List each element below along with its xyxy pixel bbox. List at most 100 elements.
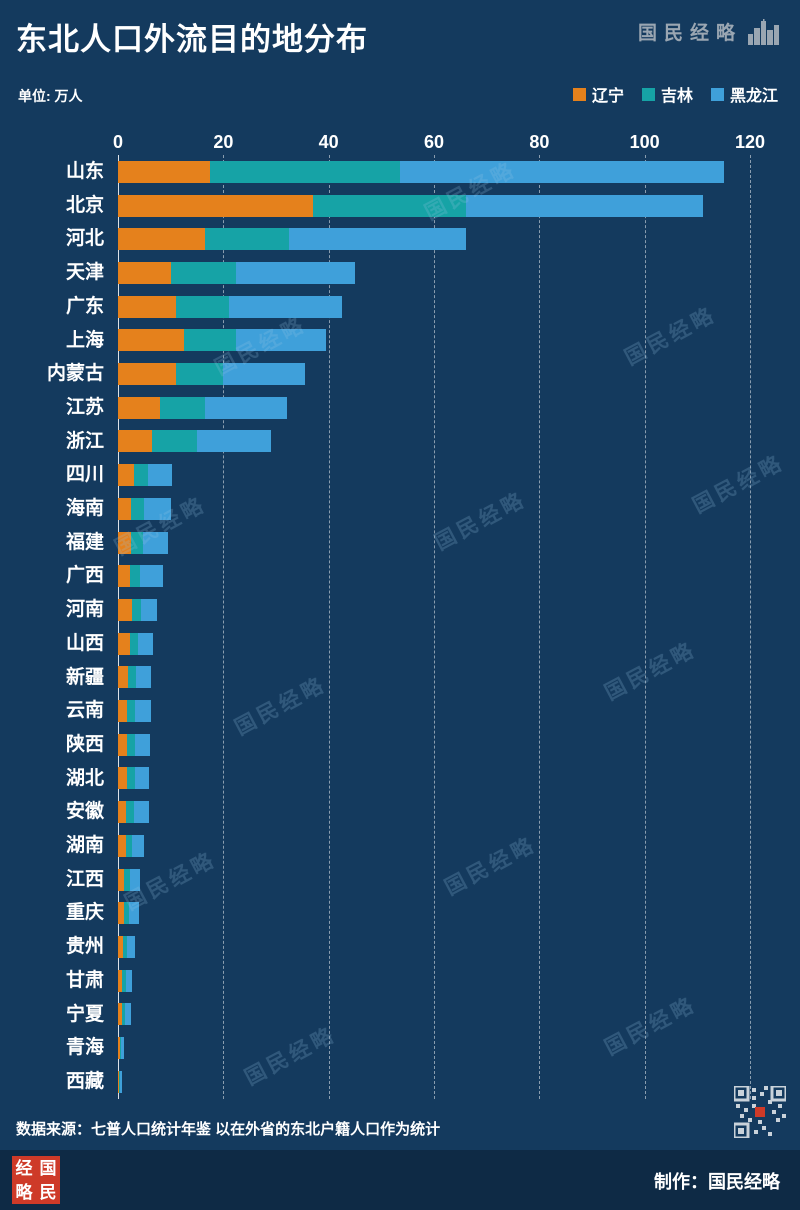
bar-segment-黑龙江 xyxy=(148,464,172,487)
category-label: 河北 xyxy=(65,228,104,250)
category-label: 广西 xyxy=(65,565,104,587)
category-label: 安徽 xyxy=(65,801,104,823)
bar-segment-辽宁 xyxy=(118,935,124,958)
bar-segment-辽宁 xyxy=(118,194,313,217)
stacked-bar xyxy=(118,329,327,352)
bar-segment-黑龙江 xyxy=(132,834,145,857)
legend: 辽宁 吉林 黑龙江 xyxy=(572,82,778,106)
category-label: 江苏 xyxy=(65,396,104,418)
category-label: 湖南 xyxy=(65,835,104,856)
category-label: 天津 xyxy=(65,262,104,284)
bar-row: 河南 xyxy=(0,593,800,627)
stacked-bar xyxy=(118,1070,122,1093)
stacked-bar xyxy=(118,902,139,925)
bar-chart: 0 20 40 60 80 100 120 山东 北京 河北 天津 广东 上海 内蒙古 江苏 浙江 四川 海南 福建… xyxy=(0,132,800,1099)
category-label: 甘肃 xyxy=(65,969,104,991)
bar-segment-吉林 xyxy=(125,834,133,857)
bar-segment-吉林 xyxy=(131,531,143,554)
category-label: 江西 xyxy=(65,868,104,890)
category-label: 贵州 xyxy=(65,936,104,958)
stacked-bar xyxy=(118,261,355,284)
legend-item-辽宁: 辽宁 xyxy=(572,82,624,106)
bar-segment-吉林 xyxy=(128,666,136,689)
category-label: 湖北 xyxy=(65,767,104,789)
bar-segment-辽宁 xyxy=(118,700,128,723)
bar-row: 广东 xyxy=(0,290,800,324)
stacked-bar xyxy=(118,834,145,857)
seal-character: 国 xyxy=(39,1158,57,1178)
page-title: 东北人口外流目的地分布 xyxy=(16,22,368,57)
stacked-bar xyxy=(118,396,287,419)
x-tick-label: 20 xyxy=(213,132,234,152)
bar-row: 山西 xyxy=(0,627,800,661)
bar-segment-辽宁 xyxy=(118,767,128,790)
bar-segment-黑龙江 xyxy=(142,531,168,554)
bar-segment-吉林 xyxy=(119,1037,122,1060)
x-tick-label: 120 xyxy=(734,132,766,152)
bar-segment-吉林 xyxy=(183,329,237,352)
legend-swatch xyxy=(710,87,724,101)
x-tick-label: 60 xyxy=(423,132,445,152)
bar-segment-辽宁 xyxy=(118,295,176,318)
bar-segment-辽宁 xyxy=(118,363,176,386)
gridline xyxy=(328,155,330,1099)
unit-label: 单位: 万人 xyxy=(18,88,83,104)
gridline xyxy=(750,155,751,1099)
bar-row: 云南 xyxy=(0,694,800,728)
bar-row: 安徽 xyxy=(0,795,800,829)
x-tick-label: 0 xyxy=(112,132,124,152)
bar-segment-黑龙江 xyxy=(129,902,139,925)
legend-swatch xyxy=(641,87,655,101)
bar-segment-黑龙江 xyxy=(124,1003,131,1026)
bar-segment-辽宁 xyxy=(118,1070,120,1093)
category-label: 重庆 xyxy=(65,902,104,924)
x-tick-label: 100 xyxy=(629,132,660,152)
bar-segment-吉林 xyxy=(121,1003,125,1026)
bar-segment-黑龙江 xyxy=(223,363,305,386)
bar-row: 宁夏 xyxy=(0,998,800,1032)
stacked-bar xyxy=(118,160,724,183)
stacked-bar xyxy=(118,1037,125,1060)
bar-segment-黑龙江 xyxy=(125,969,133,992)
bar-segment-黑龙江 xyxy=(465,194,703,217)
bar-segment-吉林 xyxy=(312,194,466,217)
category-label: 宁夏 xyxy=(65,1003,104,1025)
bar-segment-吉林 xyxy=(170,261,237,284)
bar-row: 上海 xyxy=(0,324,800,358)
bar-segment-辽宁 xyxy=(118,464,134,487)
bar-segment-吉林 xyxy=(175,363,224,386)
bar-segment-辽宁 xyxy=(118,497,132,520)
bar-segment-吉林 xyxy=(129,565,141,588)
bar-row: 新疆 xyxy=(0,661,800,695)
stacked-bar xyxy=(118,497,171,520)
brand-logo: 国民经略 xyxy=(638,18,782,45)
seal-character: 略 xyxy=(15,1182,33,1202)
category-label: 新疆 xyxy=(65,666,104,688)
bar-segment-黑龙江 xyxy=(228,295,342,318)
category-label: 青海 xyxy=(65,1037,104,1059)
stacked-bar xyxy=(118,430,271,453)
bar-segment-黑龙江 xyxy=(133,801,149,824)
bar-row: 河北 xyxy=(0,222,800,256)
bar-segment-吉林 xyxy=(124,902,130,925)
stacked-bar xyxy=(118,935,135,958)
stacked-bar xyxy=(118,767,150,790)
bar-segment-辽宁 xyxy=(118,969,123,992)
bar-segment-黑龙江 xyxy=(138,632,154,655)
x-tick-label: 40 xyxy=(318,132,339,152)
bar-segment-辽宁 xyxy=(118,733,128,756)
bar-segment-辽宁 xyxy=(118,1037,120,1060)
y-axis-line xyxy=(118,155,119,1099)
stacked-bar xyxy=(118,228,466,251)
bar-segment-吉林 xyxy=(160,396,205,419)
bar-segment-辽宁 xyxy=(118,632,131,655)
bar-row: 海南 xyxy=(0,492,800,526)
brand-text: 国民经略 xyxy=(637,23,742,44)
category-label: 内蒙古 xyxy=(46,363,104,385)
category-label: 浙江 xyxy=(65,430,104,452)
bar-segment-黑龙江 xyxy=(196,430,271,453)
seal-character: 经 xyxy=(15,1158,33,1178)
bar-segment-黑龙江 xyxy=(135,666,152,689)
source-note: 数据来源：七普人口统计年鉴 以在外省的东北户籍人口作为统计 xyxy=(16,1121,441,1138)
